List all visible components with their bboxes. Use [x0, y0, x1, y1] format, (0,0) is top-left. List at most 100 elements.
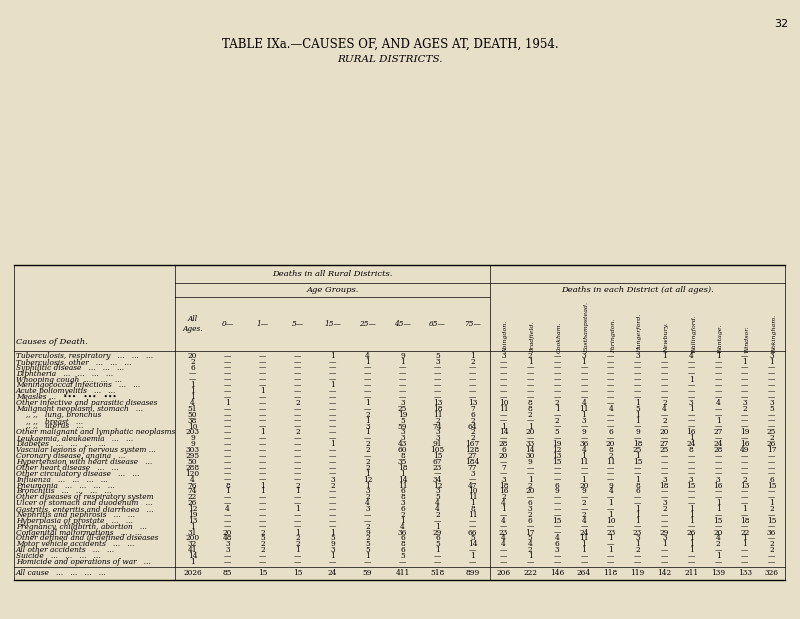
Text: —: —: [580, 376, 587, 384]
Text: —: —: [469, 517, 476, 525]
Text: —: —: [329, 423, 336, 431]
Text: 2: 2: [770, 505, 774, 513]
Text: 20: 20: [606, 440, 615, 448]
Text: —: —: [224, 352, 231, 360]
Text: 18: 18: [633, 440, 642, 448]
Text: —: —: [224, 417, 231, 425]
Text: All cause   ...   ...   ...   ...: All cause ... ... ... ...: [16, 569, 107, 577]
Text: 36: 36: [579, 440, 589, 448]
Text: —: —: [607, 376, 614, 384]
Text: —: —: [294, 511, 301, 519]
Text: —: —: [224, 358, 231, 366]
Text: —: —: [714, 358, 722, 366]
Text: —: —: [768, 364, 775, 372]
Text: —: —: [399, 370, 406, 378]
Text: 2: 2: [260, 529, 265, 537]
Text: —: —: [554, 376, 561, 384]
Text: —: —: [554, 475, 561, 483]
Text: 139: 139: [711, 569, 725, 577]
Text: —: —: [634, 552, 641, 560]
Text: Malignant neoplasm, stomach   ...: Malignant neoplasm, stomach ...: [16, 405, 143, 413]
Text: —: —: [768, 493, 775, 501]
Text: —: —: [329, 493, 336, 501]
Text: —: —: [741, 381, 749, 389]
Text: 35: 35: [398, 458, 407, 466]
Text: —: —: [329, 558, 336, 566]
Text: Faringdon.: Faringdon.: [610, 319, 616, 353]
Text: —: —: [634, 381, 641, 389]
Text: —: —: [364, 364, 371, 372]
Text: —: —: [434, 552, 441, 560]
Text: 2: 2: [528, 482, 533, 490]
Text: 1: 1: [330, 352, 335, 360]
Text: 10: 10: [498, 399, 508, 407]
Text: 1: 1: [582, 547, 586, 554]
Text: —: —: [224, 364, 231, 372]
Text: —: —: [469, 475, 476, 483]
Text: 899: 899: [466, 569, 480, 577]
Text: 2: 2: [770, 540, 774, 548]
Text: 1: 1: [400, 358, 405, 366]
Text: —: —: [500, 558, 507, 566]
Text: 1: 1: [260, 482, 265, 490]
Text: —: —: [259, 405, 266, 413]
Text: 20: 20: [660, 428, 669, 436]
Text: 1: 1: [190, 381, 195, 389]
Text: —: —: [500, 387, 507, 396]
Text: —: —: [687, 464, 695, 472]
Text: 24: 24: [579, 529, 589, 537]
Text: —: —: [224, 558, 231, 566]
Text: 1: 1: [689, 534, 694, 542]
Text: —: —: [661, 370, 668, 378]
Text: 20: 20: [526, 487, 535, 495]
Text: —: —: [580, 381, 587, 389]
Text: 2026: 2026: [183, 569, 202, 577]
Text: —: —: [294, 352, 301, 360]
Text: —: —: [661, 511, 668, 519]
Text: —: —: [554, 464, 561, 472]
Text: —: —: [259, 458, 266, 466]
Text: 4: 4: [190, 475, 195, 483]
Text: —: —: [607, 364, 614, 372]
Text: —: —: [259, 470, 266, 478]
Text: —: —: [294, 405, 301, 413]
Text: 1: 1: [608, 547, 613, 554]
Text: 1: 1: [554, 405, 559, 413]
Text: —: —: [661, 376, 668, 384]
Text: 25: 25: [398, 405, 407, 413]
Text: —: —: [526, 393, 534, 401]
Text: —: —: [768, 470, 775, 478]
Text: 2: 2: [470, 435, 475, 443]
Text: 2: 2: [770, 435, 774, 443]
Text: —: —: [741, 522, 749, 530]
Text: —: —: [580, 493, 587, 501]
Text: 5: 5: [260, 534, 265, 542]
Text: 1—: 1—: [257, 320, 269, 328]
Text: —: —: [294, 393, 301, 401]
Text: 8: 8: [528, 405, 533, 413]
Text: 1: 1: [715, 417, 720, 425]
Text: —: —: [329, 370, 336, 378]
Text: 1: 1: [608, 499, 613, 507]
Text: 2: 2: [365, 534, 370, 542]
Text: 1: 1: [635, 399, 640, 407]
Text: 6: 6: [470, 411, 475, 419]
Text: 16: 16: [740, 440, 750, 448]
Text: 16: 16: [714, 482, 722, 490]
Text: 43: 43: [398, 440, 407, 448]
Text: —: —: [364, 405, 371, 413]
Text: 28: 28: [498, 440, 508, 448]
Text: 1: 1: [689, 435, 694, 443]
Text: —: —: [634, 370, 641, 378]
Text: —: —: [554, 370, 561, 378]
Text: 2: 2: [582, 499, 586, 507]
Text: —: —: [607, 505, 614, 513]
Text: —: —: [607, 370, 614, 378]
Text: —: —: [741, 352, 749, 360]
Text: 9: 9: [190, 435, 195, 443]
Text: —: —: [714, 493, 722, 501]
Text: 16: 16: [686, 428, 696, 436]
Text: —: —: [687, 417, 695, 425]
Text: 1: 1: [635, 452, 640, 460]
Text: —: —: [741, 499, 749, 507]
